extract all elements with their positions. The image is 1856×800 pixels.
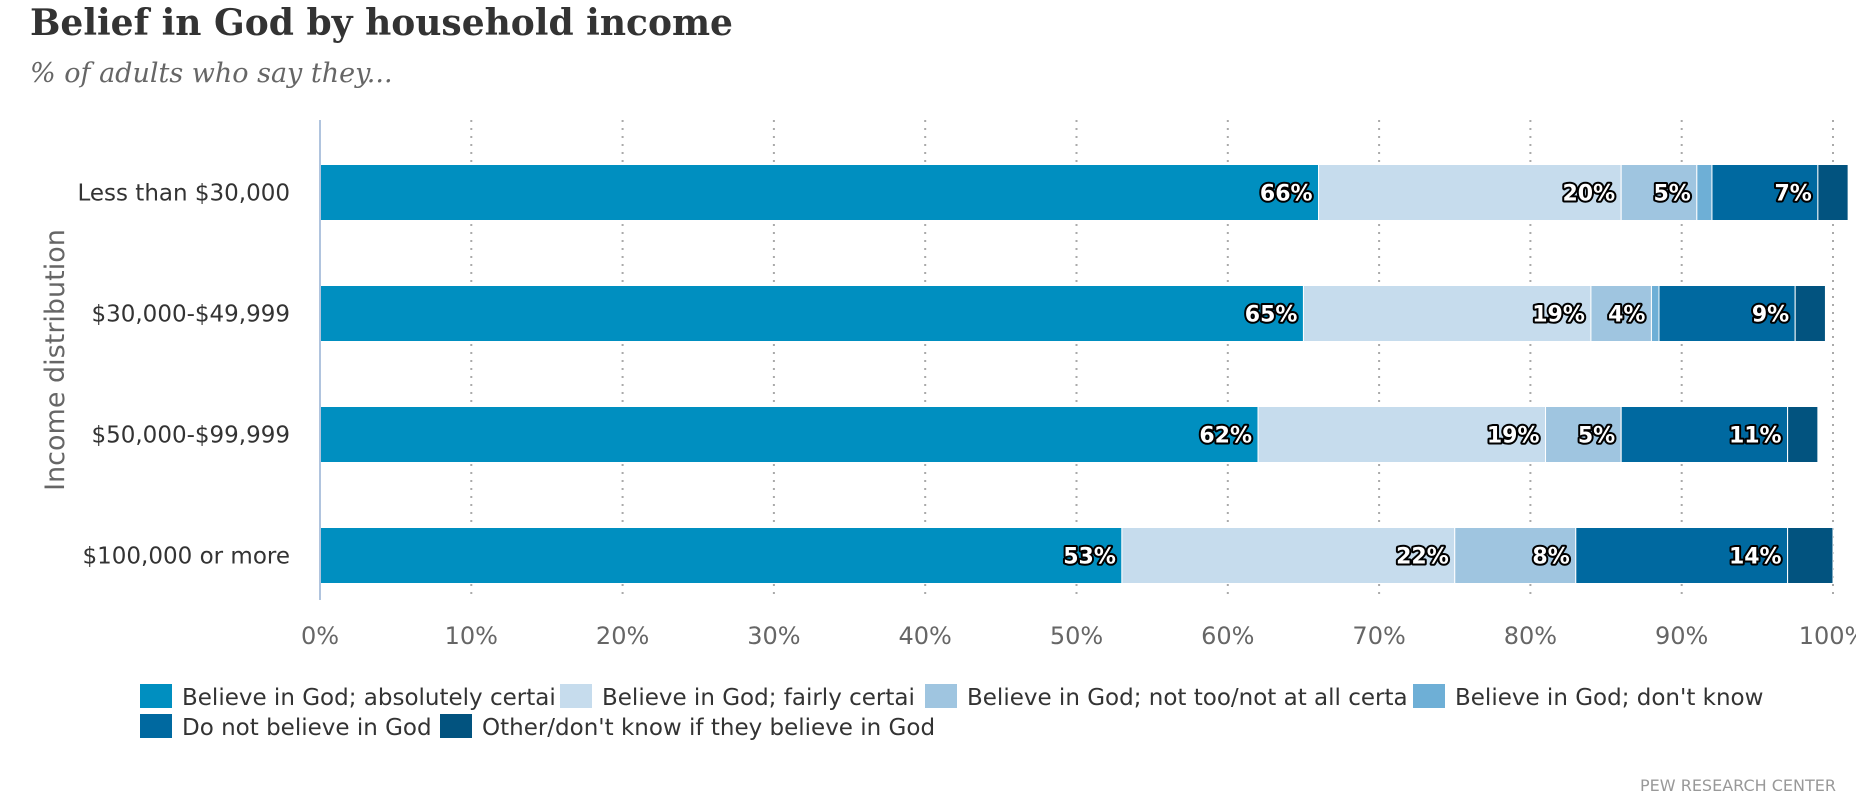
- legend-label: Believe in God; don't know: [1455, 685, 1763, 711]
- data-label: 7%: [1775, 182, 1812, 207]
- x-tick-label: 80%: [1504, 622, 1557, 650]
- x-tick-label: 10%: [445, 622, 498, 650]
- data-label: 19%: [1532, 303, 1585, 328]
- bar-segment: [1575, 527, 1789, 584]
- legend-swatch: [140, 684, 172, 708]
- legend: Believe in God; absolutely certai Believe…: [140, 684, 1763, 741]
- legend-swatch: [925, 684, 957, 708]
- x-tick-label: 20%: [596, 622, 649, 650]
- data-label: 53%: [1063, 545, 1116, 570]
- legend-label: Do not believe in God: [182, 715, 432, 741]
- bar-segment: [1620, 164, 1698, 221]
- legend-label: Believe in God; not too/not at all certa: [967, 685, 1408, 711]
- chart-subtitle: % of adults who say they...: [30, 58, 393, 89]
- bar-segment: [319, 285, 1304, 342]
- bar-segment: [1794, 285, 1826, 342]
- x-tick-label: 40%: [899, 622, 952, 650]
- bar-segment: [1121, 527, 1456, 584]
- bar-segment: [1787, 527, 1834, 584]
- bar-segment: [1302, 285, 1592, 342]
- y-axis-title: Income distribution: [40, 229, 71, 491]
- bar-segment: [1658, 285, 1796, 342]
- chart-title: Belief in God by household income: [30, 2, 733, 44]
- data-label: 4%: [1608, 303, 1645, 328]
- category-label: $50,000-$99,999: [91, 423, 290, 449]
- bar-segment: [1696, 164, 1713, 221]
- bar-segment: [1711, 164, 1819, 221]
- bar-segment: [1454, 527, 1577, 584]
- data-label: 65%: [1245, 303, 1298, 328]
- axes: 0% 10% 20% 30% 40% 50% 60% 70% 80% 90% 100% Income …: [40, 120, 1856, 650]
- bar-segment: [319, 164, 1320, 221]
- legend-swatch: [1413, 684, 1445, 708]
- x-tick-label: 60%: [1201, 622, 1254, 650]
- data-label: 11%: [1729, 424, 1782, 449]
- category-label: Less than $30,000: [77, 181, 290, 207]
- legend-swatch: [140, 714, 172, 738]
- bar-segment: [1787, 406, 1819, 463]
- data-labels: 66% 20% 5% 7% 65% 19% 4% 9% 62% 19% 5% 11% 53% 22% 8% 1…: [1061, 180, 1814, 572]
- bar-segment: [319, 406, 1259, 463]
- category-label: $30,000-$49,999: [91, 302, 290, 328]
- data-label: 5%: [1653, 182, 1690, 207]
- x-tick-label: 30%: [747, 622, 800, 650]
- x-tick-label: 100%: [1799, 622, 1856, 650]
- bar-segment: [1620, 406, 1789, 463]
- source-credit: PEW RESEARCH CENTER: [1640, 776, 1836, 795]
- data-label: 5%: [1578, 424, 1615, 449]
- data-label: 9%: [1752, 303, 1789, 328]
- data-label: 20%: [1563, 182, 1616, 207]
- x-tick-label: 50%: [1050, 622, 1103, 650]
- x-tick-label: 0%: [301, 622, 339, 650]
- x-tick-label: 70%: [1352, 622, 1405, 650]
- bar-segment: [319, 527, 1123, 584]
- legend-label: Believe in God; absolutely certai: [182, 685, 556, 711]
- data-label: 14%: [1729, 545, 1782, 570]
- bar-segment: [1590, 285, 1652, 342]
- category-label: $100,000 or more: [83, 544, 290, 570]
- legend-label: Other/don't know if they believe in God: [482, 715, 935, 741]
- data-label: 66%: [1260, 182, 1313, 207]
- legend-swatch: [560, 684, 592, 708]
- bar-segment: [1545, 406, 1622, 463]
- legend-swatch: [440, 714, 472, 738]
- data-label: 62%: [1199, 424, 1252, 449]
- data-label: 19%: [1487, 424, 1540, 449]
- bar-segment: [1650, 285, 1660, 342]
- bar-segment: [1257, 406, 1547, 463]
- bars: [319, 164, 1849, 584]
- bar-segment: [1817, 164, 1849, 221]
- legend-label: Believe in God; fairly certai: [602, 685, 915, 711]
- bar-segment: [1318, 164, 1622, 221]
- data-label: 22%: [1396, 545, 1449, 570]
- data-label: 8%: [1532, 545, 1569, 570]
- x-tick-label: 90%: [1655, 622, 1708, 650]
